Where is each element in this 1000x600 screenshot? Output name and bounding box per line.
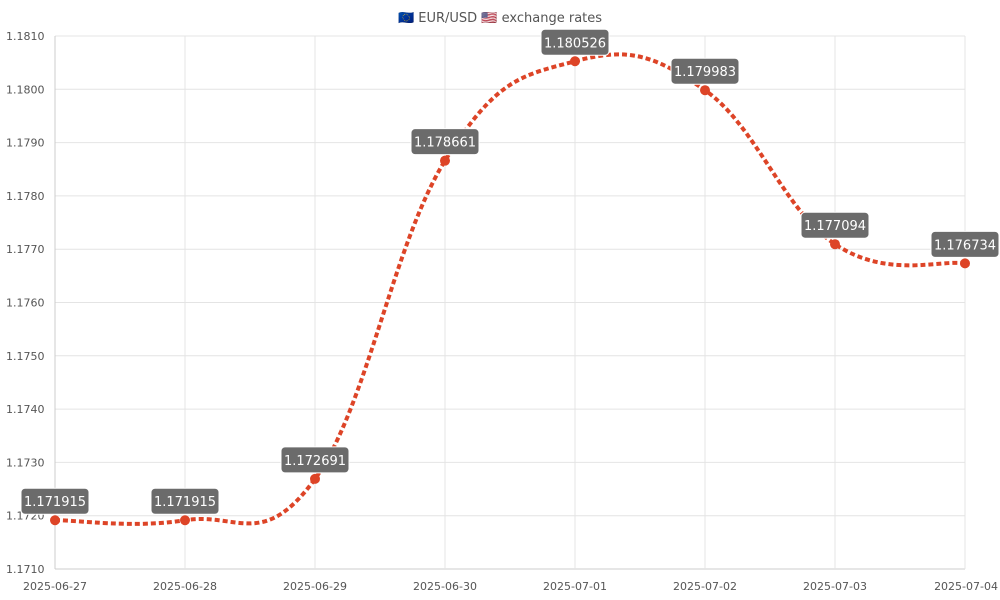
data-point (570, 56, 580, 67)
y-tick-label: 1.1800 (6, 83, 45, 96)
x-tick-label: 2025-06-30 (413, 580, 477, 593)
data-label: 1.180526 (544, 36, 606, 51)
data-label: 1.177094 (804, 219, 866, 234)
y-tick-label: 1.1760 (6, 297, 45, 310)
data-label: 1.178661 (414, 136, 476, 151)
data-labels: 1.171915 1.171915 1.172691 1.178661 1.180526… (20, 28, 1000, 515)
data-point (310, 473, 320, 484)
chart-title: 🇪🇺 EUR/USD 🇺🇸 exchange rates (398, 11, 602, 26)
data-label-box (20, 487, 90, 515)
x-axis-ticks: 2025-06-27 2025-06-28 2025-06-29 2025-06-30… (23, 580, 998, 593)
data-point (440, 155, 450, 166)
y-tick-label: 1.1730 (6, 456, 45, 469)
data-points (50, 56, 970, 526)
chart-title-group: 🇪🇺 EUR/USD 🇺🇸 exchange rates (398, 11, 602, 26)
x-tick-label: 2025-07-04 (934, 580, 998, 593)
data-point (700, 85, 710, 96)
x-tick-label: 2025-07-01 (543, 580, 607, 593)
data-point (830, 239, 840, 250)
x-tick-label: 2025-06-27 (23, 580, 87, 593)
y-tick-label: 1.1790 (6, 137, 45, 150)
y-axis-ticks: 1.17101.17201.17301.17401.17501.17601.17… (6, 30, 45, 576)
y-tick-label: 1.1710 (6, 563, 45, 576)
data-point (50, 515, 60, 526)
data-point (180, 515, 190, 526)
series-line (54, 52, 966, 526)
data-label-box (280, 446, 350, 474)
series-group (54, 52, 966, 526)
data-label-box (800, 211, 870, 239)
y-tick-label: 1.1810 (6, 30, 45, 43)
x-tick-label: 2025-07-03 (803, 580, 867, 593)
x-tick-label: 2025-07-02 (673, 580, 737, 593)
data-label: 1.179983 (674, 65, 736, 80)
data-label: 1.176734 (934, 238, 996, 253)
data-label: 1.171915 (154, 495, 216, 510)
data-label-box (930, 230, 1000, 258)
y-tick-label: 1.1770 (6, 243, 45, 256)
data-point (960, 258, 970, 269)
x-tick-label: 2025-06-28 (153, 580, 217, 593)
x-tick-label: 2025-06-29 (283, 580, 347, 593)
y-gridlines (55, 35, 965, 570)
data-label-box (540, 28, 610, 56)
data-label: 1.172691 (284, 454, 346, 469)
y-tick-label: 1.1780 (6, 190, 45, 203)
y-tick-label: 1.1740 (6, 403, 45, 416)
data-label-box (670, 57, 740, 85)
data-label-box (410, 128, 480, 156)
data-label-box (150, 487, 220, 515)
y-tick-label: 1.1750 (6, 350, 45, 363)
data-label: 1.171915 (24, 495, 86, 510)
